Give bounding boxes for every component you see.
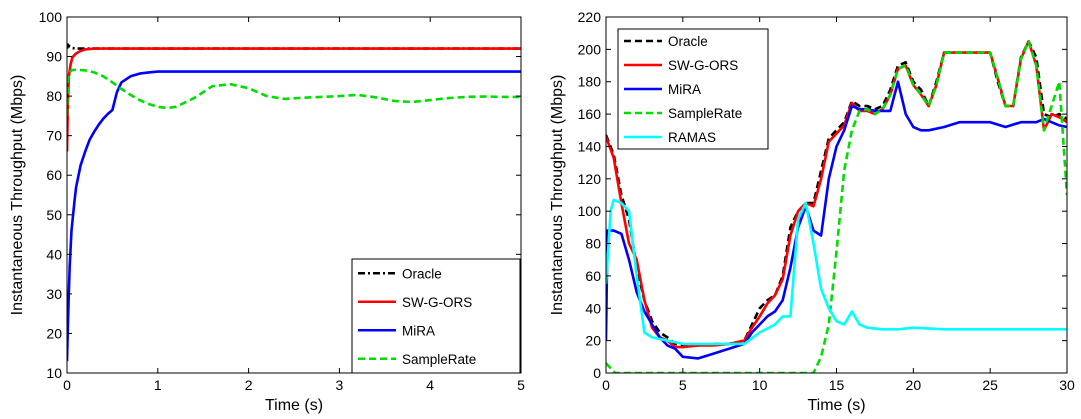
y-tick-label: 120 — [578, 171, 602, 187]
legend-label: Oracle — [668, 34, 708, 49]
legend-label: SampleRate — [402, 352, 476, 367]
y-tick-label: 220 — [578, 9, 602, 25]
y-axis-label: Instantaneous Throughput (Mbps) — [9, 75, 26, 316]
x-tick-label: 2 — [245, 377, 253, 393]
x-tick-label: 15 — [829, 377, 845, 393]
y-tick-label: 20 — [46, 325, 62, 341]
x-tick-label: 5 — [679, 377, 687, 393]
x-tick-label: 20 — [906, 377, 922, 393]
legend-label: MiRA — [668, 82, 701, 97]
x-axis-label: Time (s) — [807, 397, 865, 414]
x-tick-label: 30 — [1059, 377, 1075, 393]
y-tick-label: 200 — [578, 41, 602, 57]
y-tick-label: 60 — [585, 268, 601, 284]
legend-box — [351, 258, 521, 374]
x-tick-label: 25 — [982, 377, 998, 393]
chart-panel-1: 0 1 2 3 4 5 10 20 30 40 50 60 70 80 90 100 Time (s) Insta… — [9, 9, 525, 414]
y-tick-label: 40 — [585, 300, 601, 316]
y-tick-label: 90 — [46, 49, 62, 65]
legend: Oracle SW-G-ORS MiRA SampleRate — [351, 258, 521, 374]
y-tick-label: 20 — [585, 333, 601, 349]
y-tick-label: 100 — [39, 9, 63, 25]
y-tick-label: 140 — [578, 138, 602, 154]
x-tick-label: 0 — [602, 377, 610, 393]
x-tick-label: 1 — [154, 377, 162, 393]
series-line-mira — [67, 70, 521, 362]
y-tick-label: 60 — [46, 167, 62, 183]
y-tick-label: 180 — [578, 74, 602, 90]
y-axis-label: Instantaneous Throughput (Mbps) — [549, 75, 566, 316]
axes-frame — [66, 16, 522, 374]
legend-label: SampleRate — [668, 106, 742, 121]
legend-label: Oracle — [402, 266, 442, 281]
series-group — [606, 39, 1067, 373]
x-tick-label: 5 — [517, 377, 525, 393]
legend-label: SW-G-ORS — [668, 58, 738, 73]
series-line-ramas — [606, 198, 1067, 346]
x-tick-label: 0 — [63, 377, 71, 393]
legend: Oracle SW-G-ORS MiRA SampleRate RAMAS — [617, 28, 769, 150]
y-tick-label: 70 — [46, 128, 62, 144]
y-tick-label: 160 — [578, 106, 602, 122]
x-axis-label: Time (s) — [265, 397, 323, 414]
y-tick-label: 80 — [46, 88, 62, 104]
legend-label: SW-G-ORS — [402, 295, 472, 310]
y-tick-label: 0 — [593, 365, 601, 381]
x-tick-label: 3 — [336, 377, 344, 393]
y-tick-label: 30 — [46, 286, 62, 302]
y-tick-label: 50 — [46, 207, 62, 223]
legend-label: RAMAS — [668, 130, 716, 145]
chart-panel-2: 0 5 10 15 20 25 30 0 20 40 60 80 100 120 140 160 180 200 2… — [549, 9, 1075, 414]
series-line-sw-g-ors — [67, 47, 521, 152]
x-tick-label: 10 — [752, 377, 768, 393]
series-line-samplerate — [606, 39, 1067, 373]
y-tick-label: 100 — [578, 203, 602, 219]
y-tick-label: 10 — [46, 365, 62, 381]
y-tick-label: 40 — [46, 246, 62, 262]
legend-label: MiRA — [402, 323, 435, 338]
series-line-samplerate — [67, 68, 521, 116]
series-group — [67, 43, 521, 362]
x-tick-label: 4 — [426, 377, 434, 393]
y-tick-label: 80 — [585, 236, 601, 252]
